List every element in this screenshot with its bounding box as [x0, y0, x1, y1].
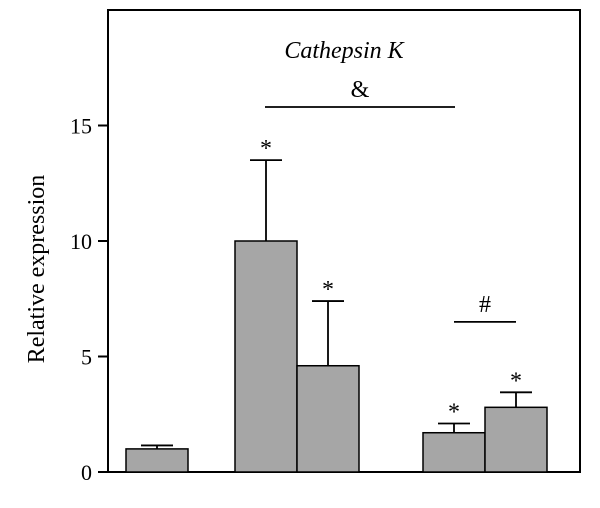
significance-marker: * [322, 277, 334, 303]
bar [296, 364, 360, 473]
bar [125, 448, 189, 473]
significance-marker: * [448, 399, 460, 425]
significance-marker: * [260, 136, 272, 162]
chart-title: Cathepsin K [284, 38, 405, 64]
y-tick-label: 5 [81, 345, 92, 370]
y-tick-label: 15 [70, 114, 92, 139]
y-tick-label: 10 [70, 229, 92, 254]
bar [234, 240, 298, 473]
y-tick-label: 0 [81, 460, 92, 485]
plot-area: 0 5 10 15 * * * * & # [70, 9, 581, 485]
bracket-label: # [479, 292, 491, 318]
bracket-label: & [351, 77, 370, 103]
bar [484, 406, 548, 473]
significance-marker: * [510, 368, 522, 394]
bar [422, 431, 486, 473]
y-axis-label: Relative expression [24, 175, 50, 364]
